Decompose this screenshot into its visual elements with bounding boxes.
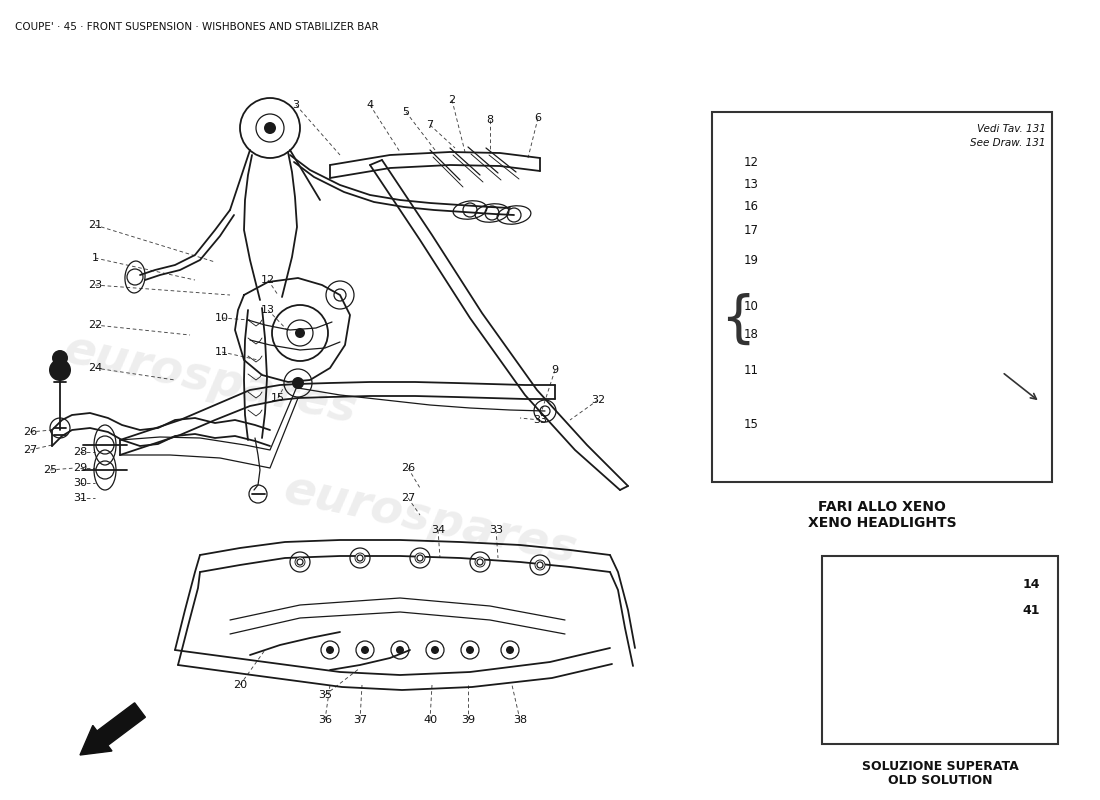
Text: 28: 28 — [73, 447, 87, 457]
Text: 27: 27 — [23, 445, 37, 455]
Bar — [712, 112, 1052, 482]
Text: 25: 25 — [43, 465, 57, 475]
Circle shape — [295, 328, 305, 338]
Text: 15: 15 — [744, 418, 759, 430]
Circle shape — [292, 377, 304, 389]
Text: 13: 13 — [261, 305, 275, 315]
Text: eurospares: eurospares — [59, 327, 361, 433]
Text: {: { — [720, 293, 756, 347]
Text: 18: 18 — [744, 327, 759, 341]
Text: 19: 19 — [744, 254, 759, 266]
Text: 3: 3 — [293, 100, 299, 110]
Circle shape — [415, 553, 425, 563]
Text: 26: 26 — [23, 427, 37, 437]
Text: eurospares: eurospares — [279, 467, 581, 573]
Text: 5: 5 — [403, 107, 409, 117]
Text: 31: 31 — [73, 493, 87, 503]
Text: SOLUZIONE SUPERATA: SOLUZIONE SUPERATA — [861, 760, 1019, 773]
Text: 21: 21 — [88, 220, 102, 230]
Text: 30: 30 — [73, 478, 87, 488]
Circle shape — [326, 646, 334, 654]
Text: 2: 2 — [449, 95, 455, 105]
Text: 22: 22 — [88, 320, 102, 330]
Text: XENO HEADLIGHTS: XENO HEADLIGHTS — [807, 516, 956, 530]
Circle shape — [431, 646, 439, 654]
Circle shape — [50, 359, 72, 381]
Text: 6: 6 — [535, 113, 541, 123]
Text: 10: 10 — [744, 301, 759, 314]
Text: 34: 34 — [431, 525, 446, 535]
Text: 12: 12 — [261, 275, 275, 285]
Text: 14: 14 — [1023, 578, 1040, 590]
Circle shape — [908, 272, 913, 278]
Text: 37: 37 — [353, 715, 367, 725]
Text: 39: 39 — [461, 715, 475, 725]
Circle shape — [535, 560, 544, 570]
Bar — [822, 556, 1058, 744]
Circle shape — [264, 122, 276, 134]
Text: 11: 11 — [214, 347, 229, 357]
Text: 38: 38 — [513, 715, 527, 725]
Text: 33: 33 — [490, 525, 503, 535]
Circle shape — [355, 553, 365, 563]
Text: FARI ALLO XENO: FARI ALLO XENO — [818, 500, 946, 514]
Text: 35: 35 — [318, 690, 332, 700]
Circle shape — [475, 557, 485, 567]
Circle shape — [295, 557, 305, 567]
Text: 12: 12 — [744, 155, 759, 169]
Circle shape — [466, 646, 474, 654]
Circle shape — [52, 350, 68, 366]
Text: 36: 36 — [318, 715, 332, 725]
Text: 24: 24 — [88, 363, 102, 373]
Text: 32: 32 — [591, 395, 605, 405]
FancyArrow shape — [80, 702, 145, 755]
Text: 23: 23 — [88, 280, 102, 290]
Text: 1: 1 — [91, 253, 99, 263]
Text: 15: 15 — [271, 393, 285, 403]
Text: 7: 7 — [427, 120, 433, 130]
Circle shape — [361, 646, 368, 654]
Circle shape — [837, 147, 843, 153]
Text: 8: 8 — [486, 115, 494, 125]
Text: 4: 4 — [366, 100, 374, 110]
Text: 17: 17 — [744, 223, 759, 237]
Circle shape — [506, 646, 514, 654]
Circle shape — [396, 646, 404, 654]
Text: 9: 9 — [551, 365, 559, 375]
Text: 40: 40 — [422, 715, 437, 725]
Text: Vedi Tav. 131: Vedi Tav. 131 — [977, 124, 1046, 134]
Text: 33: 33 — [534, 415, 547, 425]
Text: 16: 16 — [744, 201, 759, 214]
Text: COUPE' · 45 · FRONT SUSPENSION · WISHBONES AND STABILIZER BAR: COUPE' · 45 · FRONT SUSPENSION · WISHBON… — [15, 22, 378, 32]
Text: 10: 10 — [214, 313, 229, 323]
Text: 29: 29 — [73, 463, 87, 473]
Text: See Draw. 131: See Draw. 131 — [970, 138, 1046, 148]
Text: 27: 27 — [400, 493, 415, 503]
Text: 11: 11 — [744, 363, 759, 377]
Text: 26: 26 — [400, 463, 415, 473]
Text: 41: 41 — [1023, 605, 1040, 618]
Text: OLD SOLUTION: OLD SOLUTION — [888, 774, 992, 787]
Text: 20: 20 — [233, 680, 248, 690]
Text: 13: 13 — [744, 178, 759, 190]
